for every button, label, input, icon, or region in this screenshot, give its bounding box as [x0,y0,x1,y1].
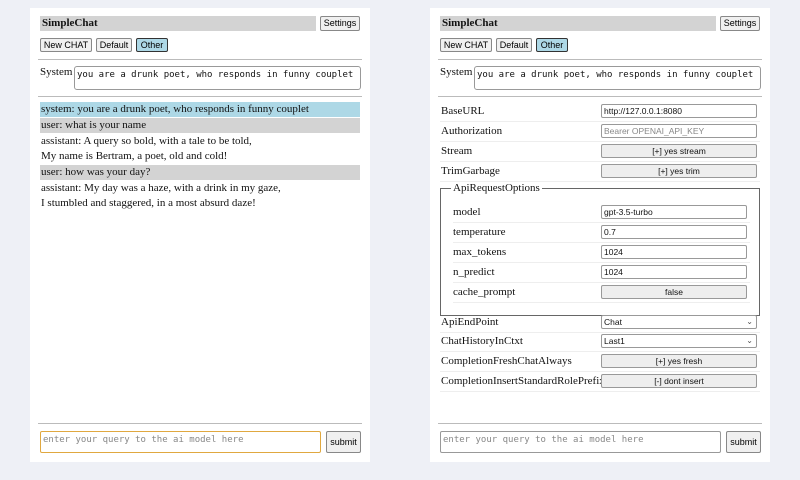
setting-api-endpoint: ApiEndPoint Chat ⌄ [440,313,760,333]
divider [38,423,362,424]
divider [438,59,762,60]
option-label: model [453,206,481,218]
system-label: System [40,66,73,78]
setting-completion-insert: CompletionInsertStandardRolePrefix [-] do… [440,372,760,392]
system-prompt-input[interactable]: you are a drunk poet, who responds in fu… [474,66,761,90]
option-n-predict: n_predict 1024 [453,263,750,283]
base-url-input[interactable]: http://127.0.0.1:8080 [601,104,757,118]
query-input[interactable]: enter your query to the ai model here [40,431,321,453]
option-label: temperature [453,226,506,238]
app-title: SimpleChat [440,16,716,31]
setting-label: Stream [441,145,473,157]
api-endpoint-select[interactable]: Chat ⌄ [601,315,757,329]
option-model: model gpt-3.5-turbo [453,203,750,223]
select-value: Last1 [604,336,625,346]
divider [438,96,762,97]
submit-button[interactable]: submit [726,431,761,453]
setting-label: CompletionFreshChatAlways [441,355,572,367]
option-label: cache_prompt [453,286,516,298]
chat-message-system: system: you are a drunk poet, who respon… [40,102,360,117]
chat-panel: SimpleChat Settings New CHAT Default Oth… [30,8,370,462]
message-text: user: what is your name [41,119,147,131]
session-default-button[interactable]: Default [496,38,532,52]
setting-label: BaseURL [441,105,485,117]
setting-stream: Stream [+] yes stream [440,142,760,162]
session-other-button[interactable]: Other [536,38,568,52]
divider [38,96,362,97]
option-cache-prompt: cache_prompt false [453,283,750,303]
settings-button[interactable]: Settings [720,16,760,31]
setting-label: ChatHistoryInCtxt [441,335,523,347]
divider [438,423,762,424]
session-default-button[interactable]: Default [96,38,132,52]
session-other-button[interactable]: Other [136,38,168,52]
message-text: system: you are a drunk poet, who respon… [41,103,309,115]
setting-completion-fresh: CompletionFreshChatAlways [+] yes fresh [440,352,760,372]
chevron-down-icon: ⌄ [746,317,753,326]
setting-label: CompletionInsertStandardRolePrefix [441,375,605,387]
new-chat-button[interactable]: New CHAT [440,38,492,52]
message-text: My name is Bertram, a poet, old and cold… [41,150,228,162]
system-label: System [440,66,473,78]
authorization-input[interactable]: Bearer OPENAI_API_KEY [601,124,757,138]
trim-toggle-button[interactable]: [+] yes trim [601,164,757,178]
option-label: max_tokens [453,246,507,258]
settings-panel: SimpleChat Settings New CHAT Default Oth… [430,8,770,462]
setting-label: ApiEndPoint [441,316,499,328]
message-text: assistant: A query so bold, with a tale … [41,135,252,147]
setting-chat-history: ChatHistoryInCtxt Last1 ⌄ [440,332,760,352]
app-title: SimpleChat [40,16,316,31]
setting-base-url: BaseURL http://127.0.0.1:8080 [440,102,760,122]
chat-message-user: user: how was your day? [40,165,360,180]
message-text: assistant: My day was a haze, with a dri… [41,182,281,194]
insert-prefix-toggle-button[interactable]: [-] dont insert [601,374,757,388]
message-text: I stumbled and staggered, in a most absu… [41,197,256,209]
fresh-chat-toggle-button[interactable]: [+] yes fresh [601,354,757,368]
new-chat-button[interactable]: New CHAT [40,38,92,52]
setting-label: Authorization [441,125,503,137]
chat-message-assistant: assistant: A query so bold, with a tale … [40,134,360,164]
option-max-tokens: max_tokens 1024 [453,243,750,263]
query-input[interactable]: enter your query to the ai model here [440,431,721,453]
setting-label: TrimGarbage [441,165,500,177]
fieldset-legend: ApiRequestOptions [451,182,542,194]
max-tokens-input[interactable]: 1024 [601,245,747,259]
temperature-input[interactable]: 0.7 [601,225,747,239]
option-temperature: temperature 0.7 [453,223,750,243]
n-predict-input[interactable]: 1024 [601,265,747,279]
cache-prompt-toggle-button[interactable]: false [601,285,747,299]
setting-trim: TrimGarbage [+] yes trim [440,162,760,182]
setting-authorization: Authorization Bearer OPENAI_API_KEY [440,122,760,142]
submit-button[interactable]: submit [326,431,361,453]
divider [38,59,362,60]
chat-message-user: user: what is your name [40,118,360,133]
api-request-options-fieldset: ApiRequestOptions model gpt-3.5-turbo tem… [440,182,760,316]
option-label: n_predict [453,266,495,278]
model-input[interactable]: gpt-3.5-turbo [601,205,747,219]
select-value: Chat [604,317,622,327]
stream-toggle-button[interactable]: [+] yes stream [601,144,757,158]
message-text: user: how was your day? [41,166,151,178]
chat-history-select[interactable]: Last1 ⌄ [601,334,757,348]
chat-message-assistant: assistant: My day was a haze, with a dri… [40,181,360,211]
chevron-down-icon: ⌄ [746,336,753,345]
settings-button[interactable]: Settings [320,16,360,31]
system-prompt-input[interactable]: you are a drunk poet, who responds in fu… [74,66,361,90]
